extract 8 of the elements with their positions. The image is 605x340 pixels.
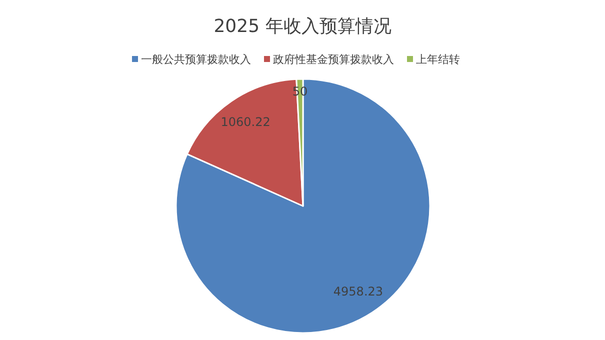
data-label: 4958.23 xyxy=(333,284,384,298)
data-label: 50 xyxy=(292,84,308,99)
legend-label: 一般公共预算拨款收入 xyxy=(141,53,251,66)
data-label: 1060.22 xyxy=(220,115,270,130)
legend-label: 上年结转 xyxy=(416,53,460,66)
legend-label: 政府性基金预算拨款收入 xyxy=(273,53,394,66)
chart-title: 2025 年收入预算情况 xyxy=(214,16,392,37)
pie-slice xyxy=(175,78,431,334)
